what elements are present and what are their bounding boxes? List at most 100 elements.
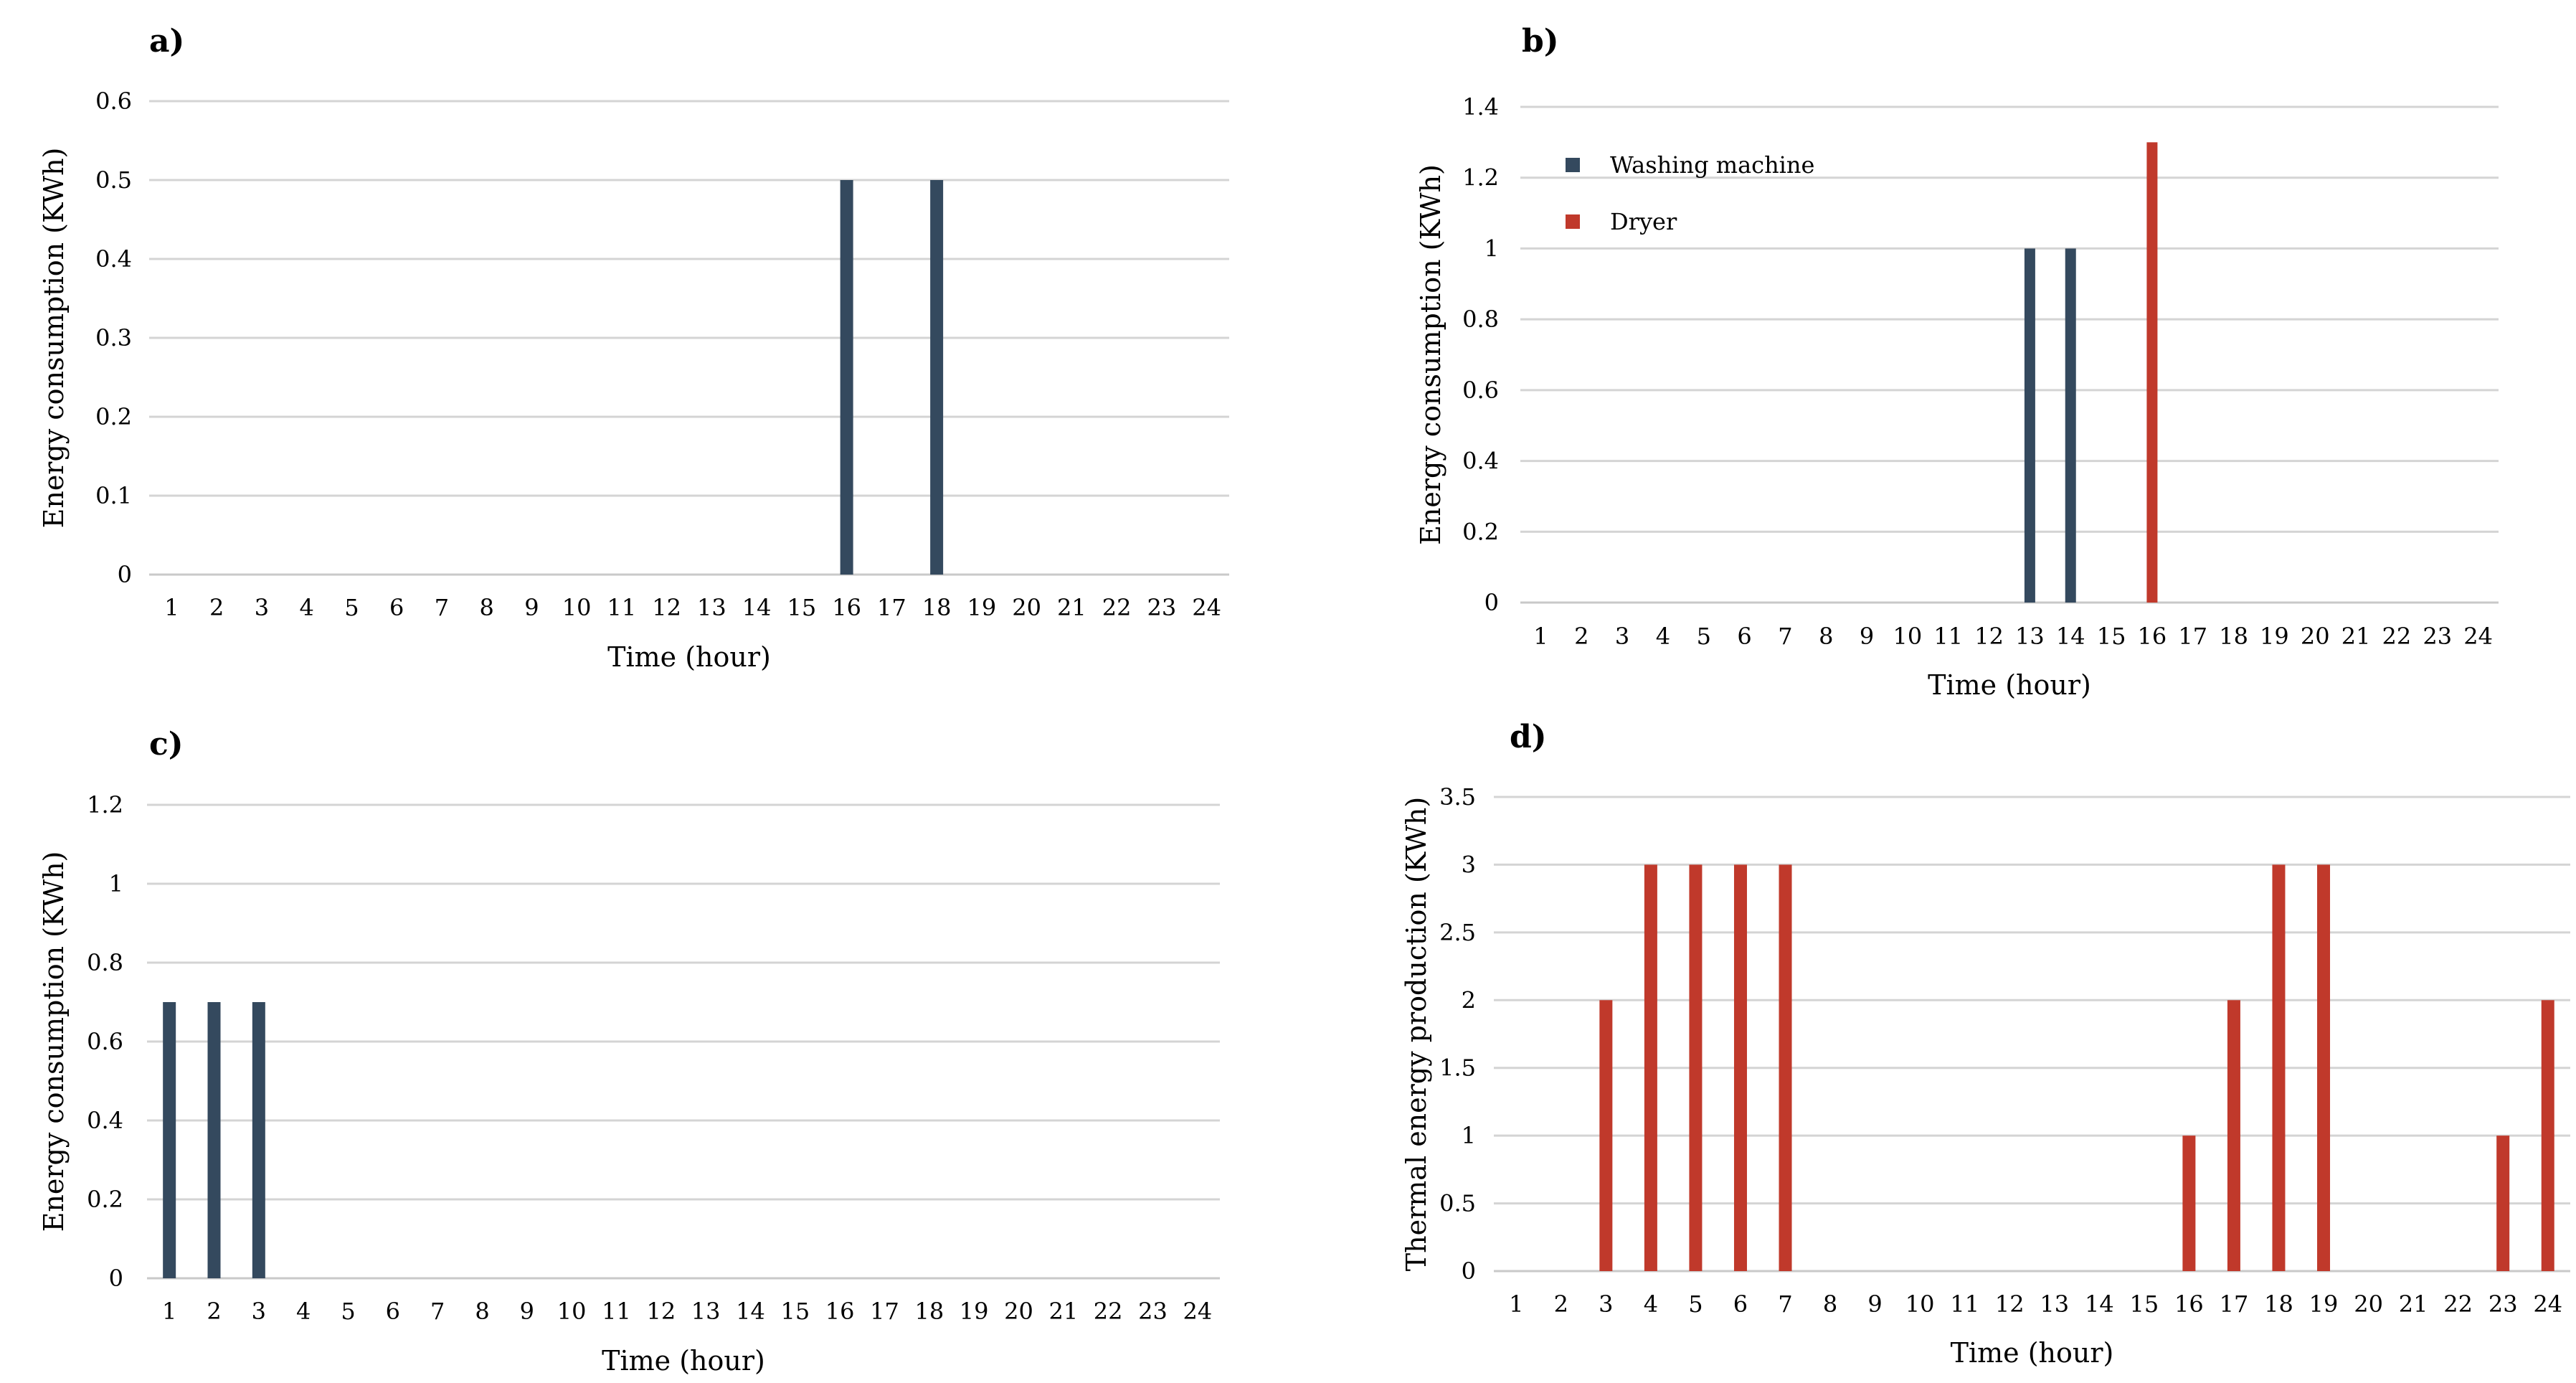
- y-tick-label: 3: [1462, 851, 1476, 878]
- x-tick-label: 2: [1554, 1290, 1568, 1318]
- bar-d-0-hour-7: [1779, 864, 1792, 1271]
- bar-d-0-hour-6: [1733, 864, 1747, 1271]
- chart-d: d)00.511.522.533.51 2 3 4 5 6 7 8 9 10 11 12 13 14 15 1…: [1401, 719, 2570, 1369]
- x-tick-label: 9: [520, 1298, 534, 1325]
- x-tick-label: 19: [2309, 1290, 2339, 1318]
- y-tick-label: 0.4: [1462, 448, 1499, 475]
- y-axis-title: Energy consumption (KWh): [38, 851, 70, 1232]
- y-tick-label: 0.2: [95, 403, 132, 430]
- x-tick-label: 15: [2097, 623, 2126, 650]
- x-tick-label: 24: [2463, 623, 2493, 650]
- y-tick-label: 0.8: [87, 949, 123, 976]
- y-tick-label: 0: [1484, 589, 1499, 616]
- chart-a: a)00.10.20.30.40.50.61 2 3 4 5 6 7 8 9 10 11 12 13 14…: [38, 23, 1229, 673]
- x-tick-label: 6: [386, 1298, 400, 1325]
- y-tick-label: 0.4: [87, 1107, 123, 1134]
- chart-b: b)00.20.40.60.811.21.41 2 3 4 5 6 7 8 9 10 11 12 13 1…: [1415, 23, 2499, 701]
- legend-label: Dryer: [1610, 208, 1677, 235]
- x-tick-label: 5: [341, 1298, 355, 1325]
- x-tick-label: 22: [1102, 594, 1132, 621]
- y-tick-label: 0.8: [1462, 306, 1499, 333]
- x-tick-label: 19: [960, 1298, 989, 1325]
- bar-c-0-hour-1: [163, 1002, 176, 1278]
- panel-label-c: c): [149, 726, 184, 763]
- x-tick-label: 12: [652, 594, 681, 621]
- y-tick-label: 3.5: [1439, 783, 1476, 811]
- y-tick-label: 2.5: [1439, 919, 1476, 946]
- x-axis-title: Time (hour): [1951, 1337, 2114, 1369]
- x-tick-label: 5: [1688, 1290, 1703, 1318]
- x-tick-label: 15: [787, 594, 817, 621]
- x-axis-title: Time (hour): [1928, 669, 2091, 701]
- legend-swatch: [1566, 158, 1580, 172]
- x-tick-label: 12: [646, 1298, 676, 1325]
- x-tick-label: 17: [870, 1298, 899, 1325]
- x-tick-label: 13: [2015, 623, 2045, 650]
- bar-d-0-hour-17: [2227, 1000, 2240, 1271]
- x-tick-label: 20: [2301, 623, 2330, 650]
- x-tick-label: 4: [1644, 1290, 1658, 1318]
- x-tick-label: 17: [2220, 1290, 2249, 1318]
- bar-d-0-hour-4: [1644, 864, 1657, 1271]
- y-tick-label: 0.3: [95, 324, 132, 351]
- x-tick-label: 14: [736, 1298, 765, 1325]
- x-tick-label: 2: [209, 594, 224, 621]
- x-tick-label: 5: [1697, 623, 1711, 650]
- x-tick-label: 14: [2056, 623, 2085, 650]
- x-tick-label: 20: [2354, 1290, 2383, 1318]
- x-tick-label: 20: [1012, 594, 1041, 621]
- x-tick-label: 11: [1933, 623, 1963, 650]
- bar-d-0-hour-23: [2496, 1136, 2510, 1271]
- x-tick-label: 8: [1823, 1290, 1837, 1318]
- x-tick-label: 10: [1905, 1290, 1935, 1318]
- x-tick-label: 15: [780, 1298, 810, 1325]
- x-tick-label: 21: [1057, 594, 1086, 621]
- x-tick-label: 16: [2138, 623, 2167, 650]
- x-tick-label: 2: [1574, 623, 1588, 650]
- bar-b-1-hour-16: [2146, 142, 2158, 603]
- x-tick-label: 12: [1974, 623, 2004, 650]
- x-tick-label: 13: [2040, 1290, 2069, 1318]
- bar-d-0-hour-24: [2541, 1000, 2554, 1271]
- x-tick-label: 18: [2264, 1290, 2293, 1318]
- x-tick-label: 18: [2219, 623, 2248, 650]
- x-tick-label: 24: [2533, 1290, 2562, 1318]
- y-tick-label: 1.4: [1462, 93, 1499, 121]
- y-axis-title: Thermal energy production (KWh): [1401, 797, 1432, 1271]
- x-tick-label: 3: [255, 594, 269, 621]
- x-tick-label: 1: [164, 594, 179, 621]
- x-axis-title: Time (hour): [602, 1345, 765, 1377]
- x-tick-label: 10: [562, 594, 592, 621]
- x-tick-label: 9: [1860, 623, 1874, 650]
- y-tick-label: 0.6: [95, 88, 132, 115]
- y-tick-label: 0.5: [1439, 1190, 1476, 1217]
- y-axis-title: Energy consumption (KWh): [38, 148, 70, 529]
- x-tick-label: 22: [1094, 1298, 1123, 1325]
- y-tick-label: 1.2: [1462, 164, 1499, 192]
- bar-c-0-hour-2: [207, 1002, 221, 1278]
- x-tick-label: 10: [1893, 623, 1923, 650]
- bar-b-0-hour-14: [2065, 248, 2076, 603]
- bar-c-0-hour-3: [252, 1002, 265, 1278]
- y-tick-label: 0.2: [1462, 518, 1499, 545]
- x-tick-label: 17: [2178, 623, 2207, 650]
- bar-b-0-hour-13: [2024, 248, 2035, 603]
- bar-d-0-hour-3: [1599, 1000, 1613, 1271]
- x-tick-label: 7: [430, 1298, 445, 1325]
- y-tick-label: 0.2: [87, 1186, 123, 1213]
- bar-a-0-hour-16: [840, 180, 853, 575]
- bar-d-0-hour-5: [1689, 864, 1703, 1271]
- bar-d-0-hour-16: [2182, 1136, 2196, 1271]
- x-tick-label: 3: [1615, 623, 1629, 650]
- x-tick-label: 14: [2085, 1290, 2114, 1318]
- x-tick-label: 9: [524, 594, 539, 621]
- x-tick-label: 19: [2260, 623, 2289, 650]
- x-tick-label: 16: [832, 594, 861, 621]
- x-tick-label: 24: [1183, 1298, 1212, 1325]
- x-tick-label: 12: [1995, 1290, 2025, 1318]
- x-tick-label: 6: [1733, 1290, 1748, 1318]
- legend-label: Washing machine: [1610, 151, 1814, 179]
- y-tick-label: 0: [1462, 1257, 1476, 1285]
- x-tick-label: 8: [479, 594, 493, 621]
